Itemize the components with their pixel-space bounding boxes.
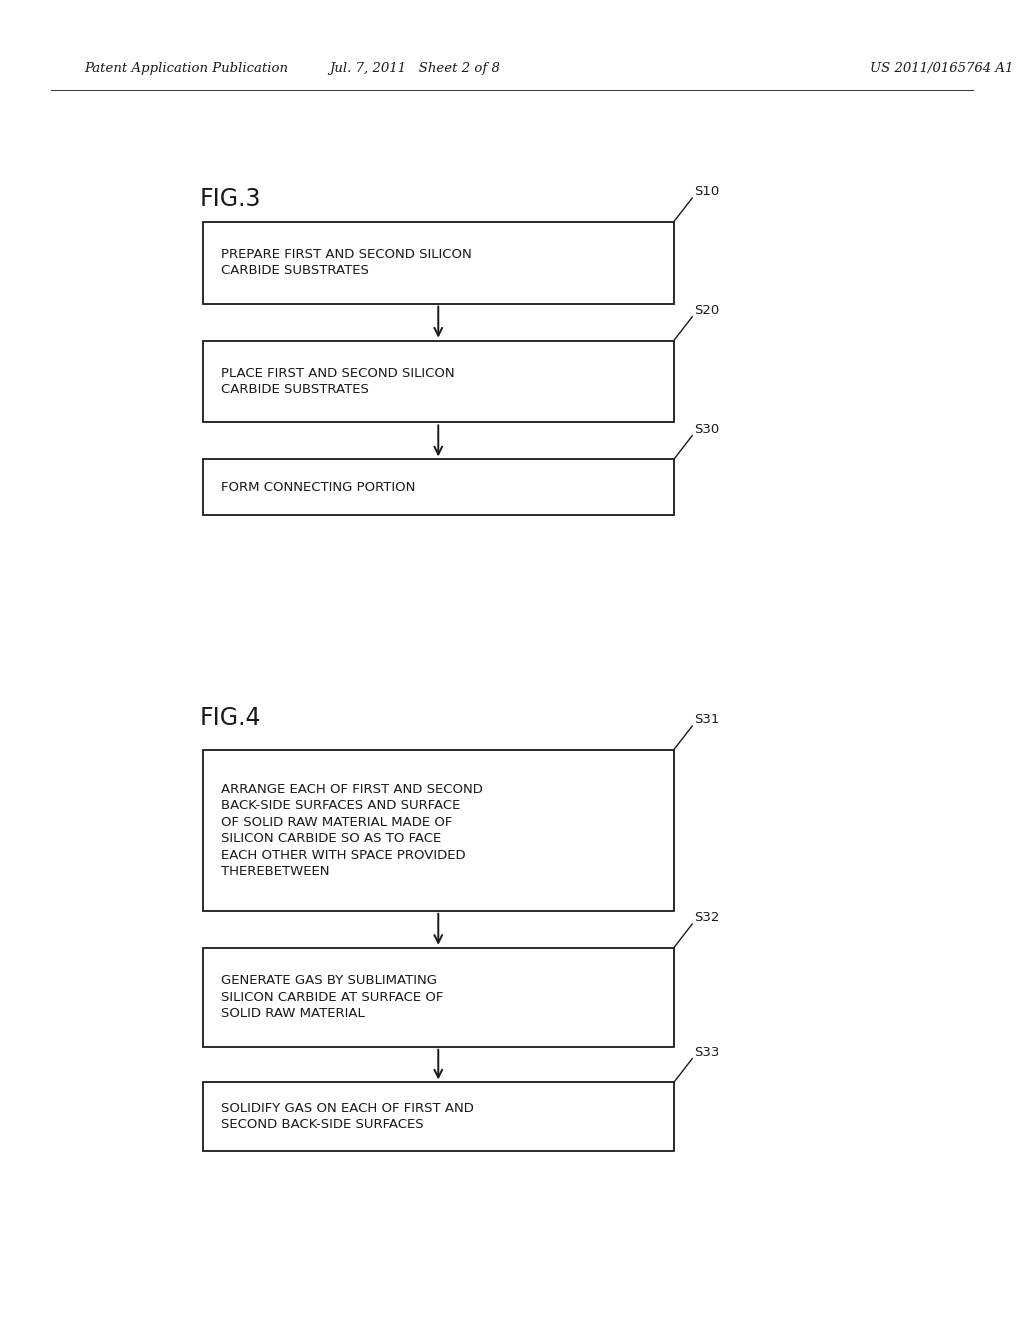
Text: FIG.3: FIG.3 xyxy=(200,187,261,211)
Text: Jul. 7, 2011   Sheet 2 of 8: Jul. 7, 2011 Sheet 2 of 8 xyxy=(330,62,500,75)
Text: S20: S20 xyxy=(694,304,720,317)
Text: SOLIDIFY GAS ON EACH OF FIRST AND
SECOND BACK-SIDE SURFACES: SOLIDIFY GAS ON EACH OF FIRST AND SECOND… xyxy=(221,1102,474,1131)
Text: PREPARE FIRST AND SECOND SILICON
CARBIDE SUBSTRATES: PREPARE FIRST AND SECOND SILICON CARBIDE… xyxy=(221,248,472,277)
Text: PLACE FIRST AND SECOND SILICON
CARBIDE SUBSTRATES: PLACE FIRST AND SECOND SILICON CARBIDE S… xyxy=(221,367,455,396)
Text: GENERATE GAS BY SUBLIMATING
SILICON CARBIDE AT SURFACE OF
SOLID RAW MATERIAL: GENERATE GAS BY SUBLIMATING SILICON CARB… xyxy=(221,974,443,1020)
Bar xyxy=(203,948,674,1047)
Text: S33: S33 xyxy=(694,1045,720,1059)
Text: S10: S10 xyxy=(694,185,720,198)
Text: FIG.4: FIG.4 xyxy=(200,706,261,730)
Text: Patent Application Publication: Patent Application Publication xyxy=(84,62,288,75)
Bar xyxy=(203,459,674,515)
Bar xyxy=(203,750,674,911)
Text: US 2011/0165764 A1: US 2011/0165764 A1 xyxy=(870,62,1014,75)
Text: S32: S32 xyxy=(694,911,720,924)
Text: S30: S30 xyxy=(694,422,720,436)
Bar xyxy=(203,222,674,304)
Bar xyxy=(203,1082,674,1151)
Bar xyxy=(203,341,674,422)
Text: ARRANGE EACH OF FIRST AND SECOND
BACK-SIDE SURFACES AND SURFACE
OF SOLID RAW MAT: ARRANGE EACH OF FIRST AND SECOND BACK-SI… xyxy=(221,783,483,878)
Text: FORM CONNECTING PORTION: FORM CONNECTING PORTION xyxy=(221,480,416,494)
Text: S31: S31 xyxy=(694,713,720,726)
